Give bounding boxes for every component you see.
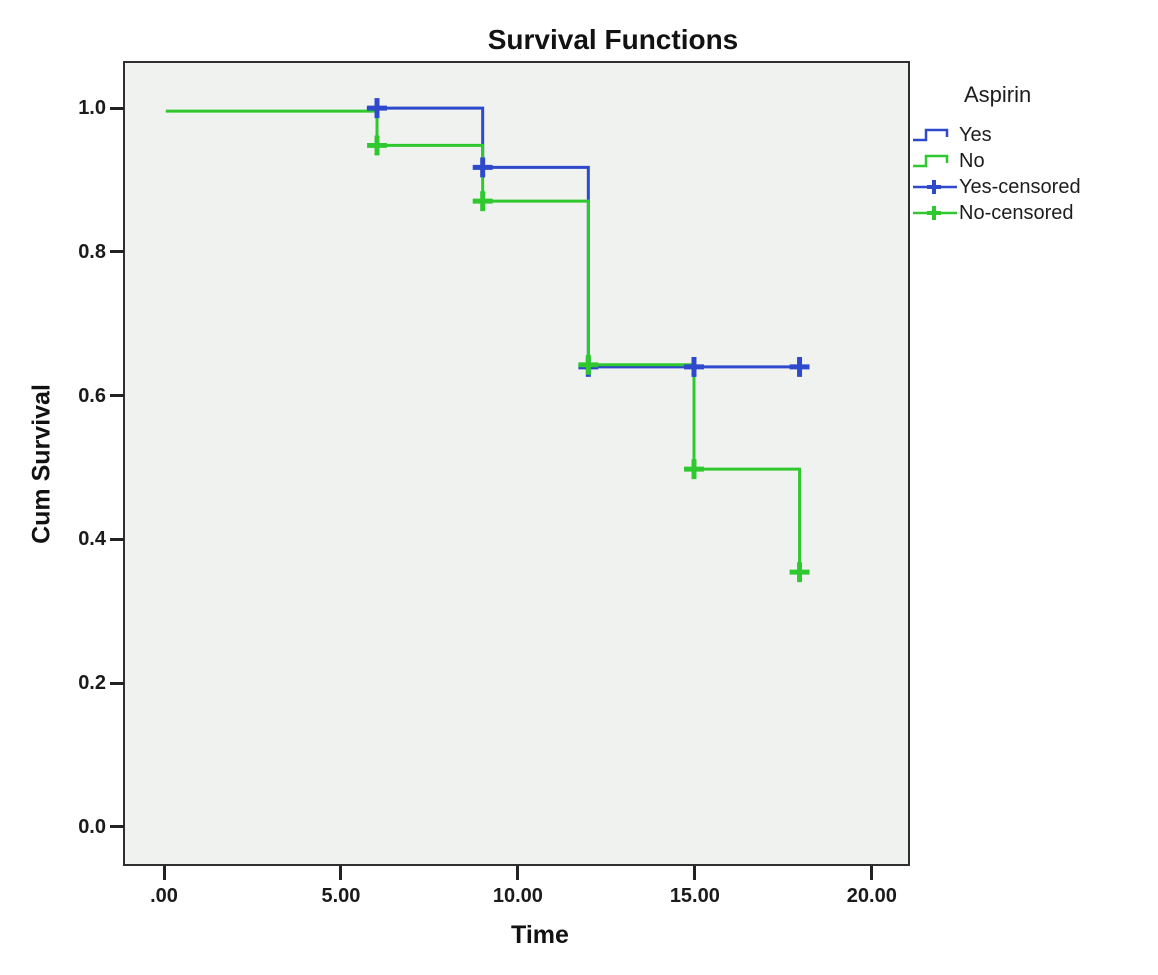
x-tick-label: 20.00 xyxy=(846,885,897,907)
y-tick-mark xyxy=(110,537,124,541)
censored-marker-no xyxy=(578,354,599,375)
y-tick-mark xyxy=(110,825,124,829)
plot-area xyxy=(123,61,910,866)
y-tick-mark xyxy=(110,681,124,685)
censored-marker-no xyxy=(367,135,387,156)
legend-title: Aspirin xyxy=(964,82,1032,107)
y-tick-label: 0.0 xyxy=(78,815,106,838)
x-tick-label: 10.00 xyxy=(492,885,543,907)
legend-glyph-stroke xyxy=(927,206,941,220)
y-tick-label: 0.6 xyxy=(78,384,106,407)
x-tick-label: 15.00 xyxy=(669,885,720,907)
legend-entry-yes: Yes xyxy=(912,122,1158,148)
censored-marker-no xyxy=(684,459,704,480)
legend-glyph-stroke xyxy=(913,128,949,142)
x-tick-mark xyxy=(516,866,520,880)
y-tick-label: 0.4 xyxy=(78,528,106,551)
y-axis-label: Cum Survival xyxy=(27,384,56,544)
legend-censored-plus-icon xyxy=(913,206,957,220)
survival-curves-svg xyxy=(165,98,810,583)
censored-marker-yes xyxy=(789,356,810,377)
legend-entry-no: No xyxy=(912,148,1158,174)
legend-censored-plus-icon xyxy=(913,180,957,194)
legend-entry-label: Yes-censored xyxy=(959,175,1081,198)
censored-marker-no xyxy=(472,191,493,212)
x-tick-label: .00 xyxy=(150,885,178,907)
y-tick-mark xyxy=(110,106,124,110)
y-tick-mark xyxy=(110,394,124,398)
x-tick-label: 5.00 xyxy=(321,885,361,907)
y-tick-mark xyxy=(110,250,124,254)
series-line-yes xyxy=(366,106,800,369)
censored-marker-no xyxy=(789,562,810,583)
x-tick-mark xyxy=(162,866,166,880)
x-tick-mark xyxy=(870,866,874,880)
censored-marker-yes xyxy=(684,356,704,377)
x-axis-label: Time xyxy=(511,921,569,949)
legend-entry-yes-censored: Yes-censored xyxy=(912,174,1158,200)
y-tick-label: 0.8 xyxy=(78,240,106,263)
legend-rows: Yes No Yes-censored No-censored xyxy=(912,122,1158,226)
censored-marker-yes xyxy=(367,98,387,119)
legend-glyph-stroke xyxy=(913,154,949,168)
legend-step-line-icon xyxy=(913,154,949,168)
censored-marker-yes xyxy=(472,157,493,178)
series-line-no xyxy=(165,109,802,573)
y-tick-label: 1.0 xyxy=(78,97,106,120)
legend: Aspirin Yes No Yes-censored No-censored xyxy=(912,82,1158,226)
legend-entry-label: No-censored xyxy=(959,201,1074,224)
y-tick-label: 0.2 xyxy=(78,672,106,695)
legend-glyph-stroke xyxy=(927,180,941,194)
legend-entry-label: Yes xyxy=(959,123,992,146)
legend-entry-no-censored: No-censored xyxy=(912,200,1158,226)
legend-entry-label: No xyxy=(959,149,985,172)
legend-step-line-icon xyxy=(913,128,949,142)
x-tick-mark xyxy=(693,866,697,880)
x-tick-mark xyxy=(339,866,343,880)
chart-title: Survival Functions xyxy=(487,24,739,55)
